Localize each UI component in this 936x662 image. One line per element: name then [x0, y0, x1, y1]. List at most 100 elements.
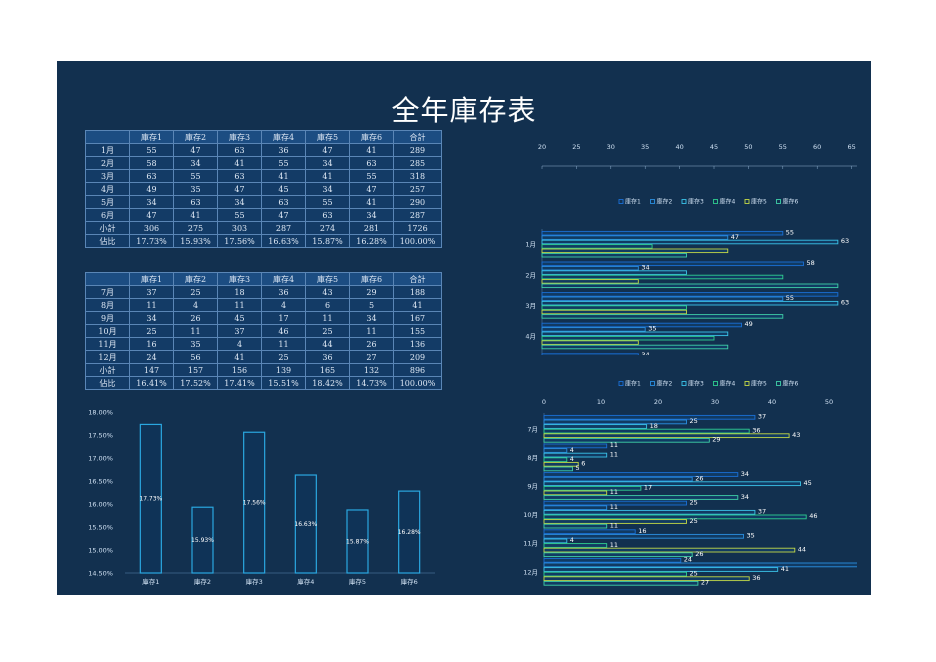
- bar: [543, 519, 687, 524]
- y-tick-label: 16.50%: [88, 478, 113, 486]
- table-cell: 132: [349, 363, 394, 377]
- row-label: 10月: [85, 324, 130, 338]
- column-header: 庫存4: [261, 130, 306, 144]
- y-tick-label: 17.00%: [88, 455, 113, 463]
- row-label: 小計: [85, 363, 130, 377]
- data-label: 25: [690, 498, 698, 506]
- row-label: 佔比: [85, 234, 130, 248]
- table-cell: 17.41%: [217, 376, 262, 390]
- data-label: 36: [752, 574, 760, 582]
- bar: [543, 466, 573, 472]
- bar: [543, 557, 682, 563]
- table-cell: 16.28%: [349, 234, 394, 248]
- table-cell: 37: [217, 324, 262, 338]
- x-tick-label: 60: [813, 143, 821, 151]
- data-label: 15.87%: [346, 538, 369, 545]
- data-label: 6: [581, 460, 585, 468]
- table-cell: 147: [129, 363, 174, 377]
- row-label: 1月: [85, 143, 130, 157]
- table-cell: 15.93%: [173, 234, 218, 248]
- table-cell: 34: [217, 195, 262, 209]
- bar: [543, 562, 857, 568]
- dashboard-panel: 全年庫存表 庫存1 庫存2 庫存3 庫存4 庫存5 庫存6 合計 1月 55 47 63 36 47 41…: [57, 61, 871, 595]
- table-cell: 11: [305, 311, 350, 325]
- table-row: 3月 63 55 63 41 41 55 318: [85, 169, 442, 183]
- bar: [543, 505, 608, 511]
- x-tick-label: 庫存3: [246, 577, 263, 586]
- bar: [191, 506, 214, 574]
- column-header: 合計: [393, 272, 442, 286]
- table-row: 1月 55 47 63 36 47 41 289: [85, 143, 442, 157]
- x-tick-label: 50: [825, 398, 833, 406]
- legend-swatch: [713, 199, 718, 204]
- table-cell: 306: [129, 221, 174, 235]
- legend-swatch: [618, 199, 624, 204]
- data-label: 16.28%: [398, 529, 421, 536]
- row-label: 小計: [85, 221, 130, 235]
- table-cell: 275: [173, 221, 218, 235]
- column-header: 庫存4: [261, 272, 306, 286]
- table-row: 4月 49 35 47 45 34 47 257: [85, 182, 442, 196]
- table-cell: 55: [349, 169, 394, 183]
- table-cell: 11: [129, 298, 174, 312]
- table-cell: 34: [129, 195, 174, 209]
- data-label: 41: [781, 565, 789, 573]
- y-tick-label: 11月: [523, 540, 538, 548]
- bar: [541, 305, 687, 310]
- row-label: 11月: [85, 337, 130, 351]
- column-header: 庫存2: [173, 272, 218, 286]
- bar: [294, 474, 317, 574]
- table-cell: 100.00%: [393, 234, 442, 248]
- x-tick-label: 20: [654, 398, 662, 406]
- data-label: 11: [610, 441, 618, 449]
- table-cell: 24: [129, 350, 174, 364]
- bar: [541, 279, 639, 284]
- table-cell: 157: [173, 363, 218, 377]
- column-header: 庫存5: [305, 130, 350, 144]
- bar: [243, 431, 266, 574]
- h1-inventory-bar-chart: 庫存1庫存2庫存3庫存4庫存5庫存62025303540455055606570…: [525, 143, 857, 355]
- x-tick-label: 45: [710, 143, 718, 151]
- data-label: 55: [786, 294, 794, 302]
- y-tick-label: 10月: [523, 511, 538, 519]
- table-cell: 47: [349, 182, 394, 196]
- bar: [543, 443, 608, 449]
- bar: [543, 514, 807, 520]
- bar: [541, 244, 653, 249]
- table-cell: 41: [349, 143, 394, 157]
- table-cell: 63: [129, 169, 174, 183]
- table-row: 11月 16 35 4 11 44 26 136: [85, 337, 442, 351]
- legend-label: 庫存6: [783, 198, 799, 206]
- table-cell: 17.73%: [129, 234, 174, 248]
- table-cell: 16.63%: [261, 234, 306, 248]
- table-cell: 34: [173, 156, 218, 170]
- column-header: 合計: [393, 130, 442, 144]
- data-label: 25: [690, 569, 698, 577]
- data-label: 11: [610, 503, 618, 511]
- table-row: 佔比 17.73% 15.93% 17.56% 16.63% 15.87% 16.28% 10…: [85, 234, 442, 248]
- table-cell: 4: [261, 298, 306, 312]
- page-title: 全年庫存表: [391, 94, 537, 127]
- table-cell: 287: [393, 208, 442, 222]
- bar: [543, 461, 579, 467]
- table-cell: 47: [305, 143, 350, 157]
- column-header: 庫存1: [129, 130, 174, 144]
- data-label: 34: [741, 470, 749, 478]
- table-cell: 43: [305, 285, 350, 299]
- table-cell: 35: [173, 182, 218, 196]
- table-cell: 281: [349, 221, 394, 235]
- bar: [541, 344, 729, 350]
- y-tick-label: 4月: [525, 333, 536, 341]
- bar: [543, 538, 568, 544]
- table-cell: 25: [129, 324, 174, 338]
- x-tick-label: 庫存6: [401, 577, 418, 586]
- table-cell: 16.41%: [129, 376, 174, 390]
- bar: [543, 485, 642, 491]
- y-tick-label: 9月: [527, 483, 538, 491]
- table-row: 2月 58 34 41 55 34 63 285: [85, 156, 442, 170]
- table-cell: 896: [393, 363, 442, 377]
- y-tick-label: 12月: [523, 568, 538, 576]
- data-label: 26: [695, 550, 703, 558]
- table-row: 8月 11 4 11 4 6 5 41: [85, 298, 442, 312]
- bar: [543, 580, 699, 586]
